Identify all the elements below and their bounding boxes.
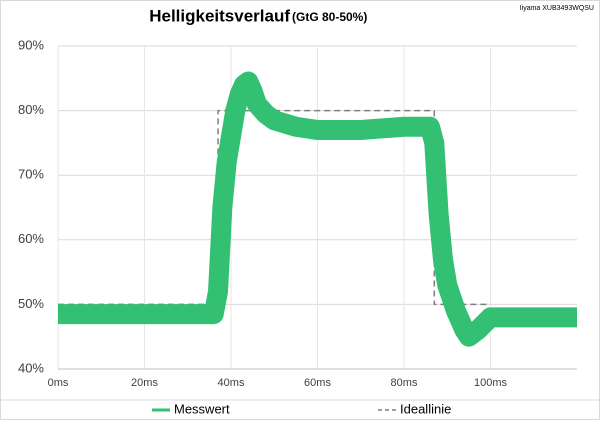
chart-subtitle: (GtG 80-50%)	[292, 10, 367, 24]
legend-label: Ideallinie	[400, 401, 451, 416]
y-tick-label: 60%	[18, 231, 44, 246]
annotation: Iiyama XUB3493WQSU	[520, 5, 594, 12]
y-tick-label: 70%	[18, 167, 44, 182]
x-tick-label: 20ms	[131, 377, 158, 389]
x-tick-label: 80ms	[391, 377, 418, 389]
y-tick-label: 90%	[18, 37, 44, 52]
legend-label: Messwert	[174, 401, 230, 416]
x-tick-label: 0ms	[48, 377, 69, 389]
series-line	[58, 71, 577, 347]
x-tick-label: 100ms	[474, 377, 508, 389]
y-tick-label: 80%	[18, 102, 44, 117]
chart-title: Helligkeitsverlauf	[149, 6, 290, 25]
x-tick-label: 60ms	[304, 377, 331, 389]
y-tick-label: 40%	[18, 360, 44, 375]
x-tick-label: 40ms	[218, 377, 245, 389]
y-tick-label: 50%	[18, 296, 44, 311]
